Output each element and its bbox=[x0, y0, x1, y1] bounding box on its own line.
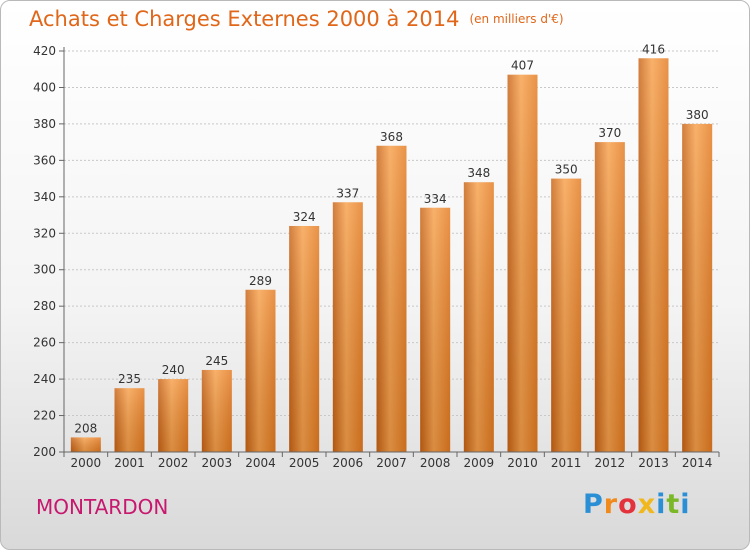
bar-value-label: 348 bbox=[467, 166, 490, 180]
y-tick-label: 280 bbox=[33, 299, 56, 313]
x-tick-label: 2010 bbox=[507, 456, 538, 470]
x-tick-label: 2011 bbox=[551, 456, 582, 470]
bar-value-label: 289 bbox=[249, 274, 272, 288]
bar-value-label: 240 bbox=[162, 363, 185, 377]
y-tick-label: 380 bbox=[33, 117, 56, 131]
bar-shade bbox=[551, 178, 582, 452]
x-tick-label: 2006 bbox=[333, 456, 364, 470]
bar-value-label: 337 bbox=[336, 186, 359, 200]
y-tick-label: 420 bbox=[33, 44, 56, 58]
logo-letter: x bbox=[637, 489, 657, 520]
logo-letter: t bbox=[666, 489, 681, 520]
y-tick-label: 320 bbox=[33, 226, 56, 240]
bar-shade bbox=[682, 123, 713, 452]
x-tick-label: 2008 bbox=[420, 456, 451, 470]
bar-shade bbox=[594, 142, 625, 453]
bar-shade bbox=[332, 202, 363, 452]
x-tick-label: 2013 bbox=[638, 456, 669, 470]
y-tick-label: 340 bbox=[33, 190, 56, 204]
chart-title: Achats et Charges Externes 2000 à 2014 bbox=[29, 7, 460, 31]
chart-subtitle: (en milliers d'€) bbox=[469, 12, 564, 26]
chart-title-block: Achats et Charges Externes 2000 à 2014 (e… bbox=[29, 7, 564, 31]
x-tick-label: 2001 bbox=[114, 456, 145, 470]
bars: 208 235 240 245 289 324 337 368 334 348 407 350 370 4… bbox=[70, 42, 713, 453]
y-tick-label: 220 bbox=[33, 409, 56, 423]
bar-shade bbox=[245, 289, 276, 452]
x-axis: 2000 2001 2002 2003 2004 2005 2006 2007 2008 2009… bbox=[63, 451, 720, 470]
x-tick-label: 2002 bbox=[158, 456, 189, 470]
bar-shade bbox=[70, 437, 101, 452]
bar-shade bbox=[201, 369, 232, 452]
x-tick-label: 2004 bbox=[245, 456, 276, 470]
bar-shade bbox=[463, 182, 494, 452]
bar-shade bbox=[420, 207, 451, 452]
x-tick-label: 2014 bbox=[682, 456, 713, 470]
logo-letter: P bbox=[583, 489, 604, 520]
logo-letter: i bbox=[680, 489, 691, 520]
x-tick-label: 2009 bbox=[464, 456, 495, 470]
logo-letter: o bbox=[618, 489, 638, 520]
bar-shade bbox=[507, 74, 538, 452]
bar-shade bbox=[376, 145, 407, 453]
bar-value-label: 380 bbox=[686, 108, 709, 122]
y-tick-label: 240 bbox=[33, 372, 56, 386]
logo-letter: i bbox=[656, 489, 667, 520]
x-tick-label: 2012 bbox=[595, 456, 626, 470]
bar-shade bbox=[289, 225, 320, 452]
x-tick-label: 2000 bbox=[71, 456, 102, 470]
logo-letter: r bbox=[603, 489, 619, 520]
bar-value-label: 245 bbox=[205, 354, 228, 368]
bar-shade bbox=[158, 379, 189, 452]
bar-value-label: 350 bbox=[555, 163, 578, 177]
bar-value-label: 324 bbox=[293, 210, 316, 224]
y-tick-label: 200 bbox=[33, 445, 56, 459]
bar-value-label: 370 bbox=[598, 126, 621, 140]
bar-value-label: 235 bbox=[118, 372, 141, 386]
y-tick-label: 400 bbox=[33, 80, 56, 94]
x-tick-label: 2005 bbox=[289, 456, 320, 470]
y-axis: 200 220 240 260 280 300 320 340 360 380 400 420 bbox=[33, 44, 65, 459]
bar-shade bbox=[638, 58, 669, 453]
bar-value-label: 416 bbox=[642, 42, 665, 56]
bar-value-label: 334 bbox=[424, 192, 447, 206]
bar-value-label: 208 bbox=[74, 421, 97, 435]
proxiti-logo: Proxiti bbox=[583, 489, 691, 520]
y-tick-label: 360 bbox=[33, 153, 56, 167]
bar-shade bbox=[114, 388, 145, 452]
x-tick-label: 2007 bbox=[376, 456, 407, 470]
y-tick-label: 300 bbox=[33, 263, 56, 277]
bar-value-label: 368 bbox=[380, 130, 403, 144]
y-tick-label: 260 bbox=[33, 336, 56, 350]
bar-value-label: 407 bbox=[511, 59, 534, 73]
x-tick-label: 2003 bbox=[202, 456, 233, 470]
location-label: MONTARDON bbox=[36, 495, 169, 519]
